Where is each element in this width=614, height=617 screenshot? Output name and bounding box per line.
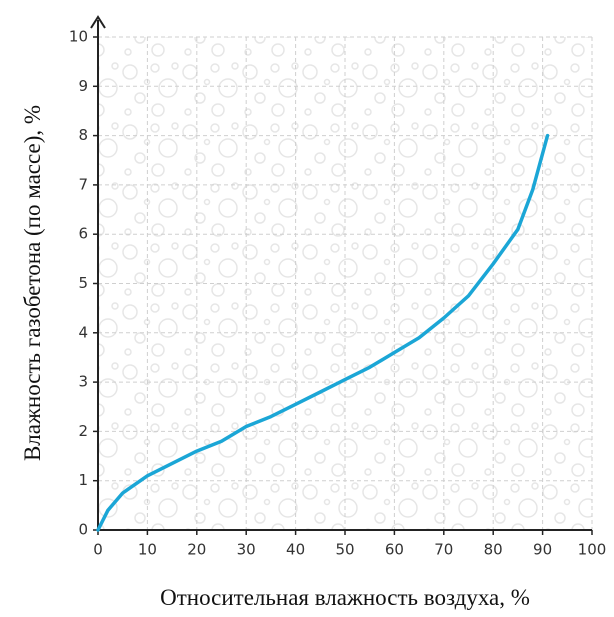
x-tick-label: 50 <box>335 541 354 559</box>
y-tick-label: 5 <box>78 274 88 292</box>
y-tick-label: 4 <box>78 323 88 341</box>
y-tick-label: 3 <box>78 373 88 391</box>
x-tick-label: 90 <box>533 541 552 559</box>
x-axis-title: Относительная влажность воздуха, % <box>160 585 530 610</box>
x-tick-label: 60 <box>385 541 404 559</box>
x-tick-label: 80 <box>484 541 503 559</box>
x-tick-label: 70 <box>434 541 453 559</box>
y-axis-arrow <box>90 15 106 29</box>
y-tick-label: 9 <box>78 77 88 95</box>
y-tick-label: 8 <box>78 126 88 144</box>
y-tick-label: 0 <box>78 521 88 539</box>
x-tick-label: 0 <box>93 541 103 559</box>
x-tick-label: 10 <box>138 541 157 559</box>
data-line <box>96 133 550 532</box>
x-tick-label: 40 <box>286 541 305 559</box>
y-tick-label: 2 <box>78 422 88 440</box>
y-tick-label: 6 <box>78 225 88 243</box>
x-tick-label: 100 <box>578 541 607 559</box>
y-tick-label: 10 <box>69 28 88 46</box>
y-tick-label: 1 <box>78 471 88 489</box>
x-tick-label: 20 <box>187 541 206 559</box>
x-tick-label: 30 <box>237 541 256 559</box>
y-tick-label: 7 <box>78 175 88 193</box>
y-axis-title: Влажность газобетона (по массе), % <box>20 105 45 461</box>
